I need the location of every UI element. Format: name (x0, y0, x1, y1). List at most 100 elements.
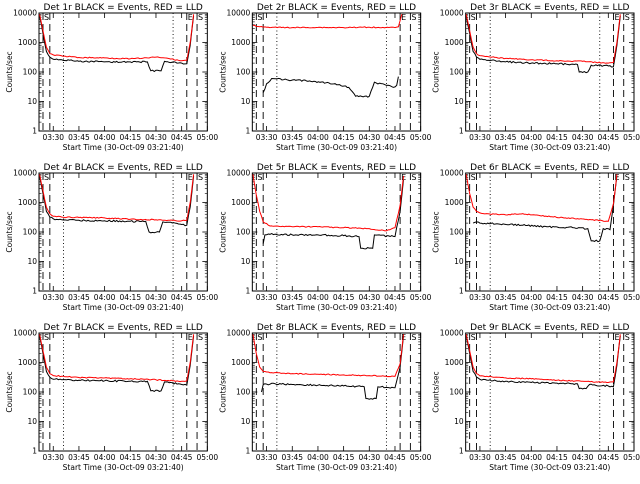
panel-det-6r: Det 6r BLACK = Events, RED = LLD 1 10 100 10… (432, 163, 640, 312)
x-axis-label: Start Time (30-Oct-09 03:21:40) (63, 463, 184, 472)
y-tick-label: 10 (27, 417, 37, 426)
plot-frame (465, 12, 635, 132)
x-tick-label: 04:45 (171, 453, 193, 462)
panel-det-8r: Det 8r BLACK = Events, RED = LLD 1 10 100 10… (218, 323, 431, 472)
time-marker-label: S (257, 333, 262, 342)
x-tick-label: 04:15 (333, 293, 355, 302)
x-tick-label: 04:30 (145, 293, 167, 302)
panel-title: Det 1r BLACK = Events, RED = LLD (44, 3, 203, 13)
y-tick-label: 100 (23, 228, 38, 237)
panel-title: Det 3r BLACK = Events, RED = LLD (470, 3, 629, 13)
y-tick-label: 10 (241, 97, 251, 106)
time-marker-label: E (188, 333, 193, 342)
x-tick-label: 03:45 (281, 293, 303, 302)
x-tick-label: 04:00 (307, 453, 329, 462)
time-marker-label: S (44, 333, 49, 342)
x-tick-label: 03:30 (469, 293, 491, 302)
x-tick-label: 03:45 (495, 453, 517, 462)
x-tick-label: 04:45 (171, 133, 193, 142)
panel-title: Det 5r BLACK = Events, RED = LLD (257, 163, 416, 173)
series-lld-line (39, 334, 195, 383)
x-tick-label: 04:45 (598, 293, 620, 302)
x-tick-label: 04:00 (307, 293, 329, 302)
x-tick-label: 04:30 (572, 133, 594, 142)
series-events-line (472, 175, 618, 243)
y-axis-label: Counts/sec (432, 211, 441, 252)
panel-det-4r: Det 4r BLACK = Events, RED = LLD 1 10 100 10… (5, 163, 218, 312)
y-tick-label: 10000 (226, 9, 250, 18)
y-tick-label: 1 (459, 127, 464, 136)
time-marker-label: S (411, 173, 416, 182)
x-axis-label: Start Time (30-Oct-09 03:21:40) (489, 463, 610, 472)
y-tick-label: 1000 (445, 38, 464, 47)
time-marker-label: S (44, 173, 49, 182)
x-tick-label: 03:30 (256, 133, 278, 142)
x-tick-label: 04:00 (94, 293, 116, 302)
time-marker-label: E (614, 13, 619, 22)
time-marker-label: S (411, 333, 416, 342)
plot-frame (38, 12, 208, 132)
time-marker-label: S (625, 173, 630, 182)
x-tick-label: 04:45 (384, 453, 406, 462)
y-tick-label: 100 (236, 388, 251, 397)
plot-frame (251, 12, 422, 132)
time-marker-label: S (44, 13, 49, 22)
y-tick-label: 10000 (13, 9, 37, 18)
x-tick-label: 03:30 (256, 293, 278, 302)
x-tick-label: 04:00 (520, 453, 542, 462)
y-tick-label: 1 (246, 127, 251, 136)
panel-det-1r: Det 1r BLACK = Events, RED = LLD 1 10 100 10… (5, 3, 218, 152)
time-marker-label: S (411, 13, 416, 22)
time-marker-label: E (188, 173, 193, 182)
plot-frame (465, 172, 635, 292)
y-tick-label: 10 (27, 97, 37, 106)
x-tick-label: 04:00 (520, 293, 542, 302)
y-tick-label: 1000 (231, 38, 250, 47)
y-tick-label: 10000 (13, 169, 37, 178)
y-tick-label: 1000 (18, 38, 37, 47)
y-tick-label: 10000 (440, 9, 464, 18)
x-tick-label: 04:45 (598, 453, 620, 462)
time-marker-label: S (471, 13, 476, 22)
y-tick-label: 10000 (440, 169, 464, 178)
time-marker-label: E (614, 333, 619, 342)
x-tick-label: 04:30 (572, 453, 594, 462)
x-axis-label: Start Time (30-Oct-09 03:21:40) (276, 463, 397, 472)
panel-title: Det 7r BLACK = Events, RED = LLD (44, 323, 203, 333)
time-marker-label: S (471, 173, 476, 182)
x-tick-label: 03:30 (42, 293, 64, 302)
x-tick-label: 05:00 (623, 133, 640, 142)
series-events-line (39, 15, 195, 73)
y-axis-label: Counts/sec (5, 51, 14, 92)
y-axis-label: Counts/sec (432, 371, 441, 412)
series-events-line (465, 15, 621, 74)
x-tick-label: 03:45 (495, 133, 517, 142)
y-tick-label: 100 (449, 388, 464, 397)
series-lld-line (252, 174, 404, 232)
x-tick-label: 04:15 (119, 453, 141, 462)
time-marker-label: S (625, 13, 630, 22)
x-axis-label: Start Time (30-Oct-09 03:21:40) (63, 143, 184, 152)
y-tick-label: 10000 (226, 169, 250, 178)
y-tick-label: 1000 (18, 358, 37, 367)
x-tick-label: 04:15 (546, 133, 568, 142)
x-tick-label: 03:30 (469, 133, 491, 142)
series-lld-line (465, 334, 621, 383)
y-tick-label: 10 (241, 257, 251, 266)
plot-frame (465, 332, 635, 452)
x-tick-label: 05:00 (197, 453, 219, 462)
x-tick-label: 05:00 (410, 293, 432, 302)
x-tick-label: 03:30 (42, 453, 64, 462)
panel-det-7r: Det 7r BLACK = Events, RED = LLD 1 10 100 10… (5, 323, 218, 472)
x-tick-label: 03:45 (68, 293, 90, 302)
x-tick-label: 03:30 (256, 453, 278, 462)
y-tick-label: 1000 (445, 358, 464, 367)
panel-det-3r: Det 3r BLACK = Events, RED = LLD 1 10 100 10… (432, 3, 640, 152)
x-tick-label: 05:00 (410, 453, 432, 462)
y-tick-label: 10 (454, 97, 464, 106)
y-axis-label: Counts/sec (5, 371, 14, 412)
y-tick-label: 10 (241, 417, 251, 426)
x-tick-label: 04:45 (598, 133, 620, 142)
x-tick-label: 05:00 (410, 133, 432, 142)
